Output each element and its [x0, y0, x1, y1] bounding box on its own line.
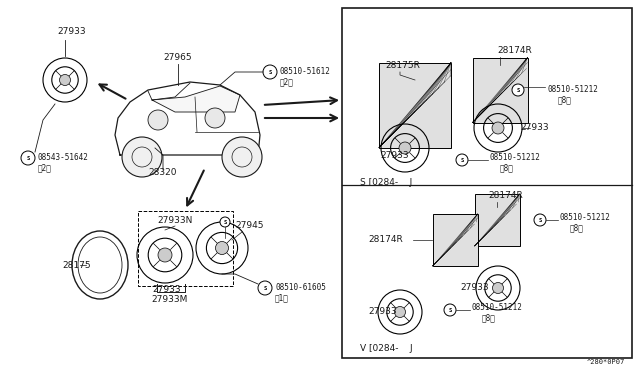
Circle shape	[122, 137, 162, 177]
Text: S: S	[264, 285, 267, 291]
Text: 27965: 27965	[164, 53, 192, 62]
Circle shape	[512, 84, 524, 96]
Circle shape	[222, 137, 262, 177]
Circle shape	[534, 214, 546, 226]
Text: 28175: 28175	[62, 260, 91, 269]
Text: S: S	[460, 157, 463, 163]
Text: 08510-51612: 08510-51612	[280, 67, 331, 77]
Circle shape	[444, 304, 456, 316]
Circle shape	[21, 151, 35, 165]
Text: 08510-51212: 08510-51212	[490, 154, 541, 163]
Text: 08510-51212: 08510-51212	[560, 214, 611, 222]
Circle shape	[60, 74, 70, 86]
Text: V [0284-    J: V [0284- J	[360, 344, 413, 353]
Circle shape	[258, 281, 272, 295]
Text: （8）: （8）	[500, 164, 514, 173]
Text: 28174R: 28174R	[497, 46, 532, 55]
Bar	[379, 62, 451, 148]
Text: S: S	[223, 219, 227, 224]
Text: （8）: （8）	[570, 224, 584, 232]
Circle shape	[263, 65, 277, 79]
Text: 27933N: 27933N	[157, 216, 193, 225]
Circle shape	[220, 217, 230, 227]
Text: 27933: 27933	[520, 124, 548, 132]
Text: （8）: （8）	[558, 96, 572, 105]
Text: S: S	[268, 70, 271, 74]
Circle shape	[205, 108, 225, 128]
Circle shape	[394, 307, 406, 317]
Text: 08543-51642: 08543-51642	[38, 154, 89, 163]
Circle shape	[158, 248, 172, 262]
Text: 08510-51212: 08510-51212	[548, 86, 599, 94]
Polygon shape	[152, 86, 240, 112]
Circle shape	[399, 142, 411, 154]
Text: 28320: 28320	[148, 168, 177, 177]
Text: 28174R: 28174R	[368, 235, 403, 244]
Text: 27933M: 27933M	[152, 295, 188, 304]
Circle shape	[148, 110, 168, 130]
Text: 27933: 27933	[152, 285, 180, 294]
Circle shape	[216, 241, 228, 254]
Text: S [0284-    J: S [0284- J	[360, 178, 412, 187]
Text: （2）: （2）	[280, 77, 294, 87]
Bar	[474, 194, 520, 246]
Text: 28174R: 28174R	[488, 191, 523, 200]
Text: 08510-61605: 08510-61605	[275, 283, 326, 292]
Text: （2）: （2）	[38, 164, 52, 173]
Text: 27933: 27933	[380, 151, 408, 160]
Bar	[472, 58, 527, 122]
Circle shape	[456, 154, 468, 166]
Text: （1）: （1）	[275, 294, 289, 302]
Bar	[433, 214, 477, 266]
Text: （8）: （8）	[482, 314, 496, 323]
Circle shape	[493, 282, 504, 294]
Text: 08510-51212: 08510-51212	[472, 304, 523, 312]
Text: S: S	[516, 87, 520, 93]
Text: S: S	[449, 308, 452, 312]
Text: S: S	[26, 155, 29, 160]
Text: 27945: 27945	[235, 221, 264, 230]
Text: 27933: 27933	[368, 308, 397, 317]
Text: 27933: 27933	[57, 27, 86, 36]
Text: ^280*0P07: ^280*0P07	[587, 359, 625, 365]
Text: S: S	[538, 218, 541, 222]
Text: 27933: 27933	[460, 283, 488, 292]
Bar	[342, 8, 632, 358]
Circle shape	[492, 122, 504, 134]
Text: 28175R: 28175R	[385, 61, 420, 70]
Bar	[138, 211, 232, 285]
